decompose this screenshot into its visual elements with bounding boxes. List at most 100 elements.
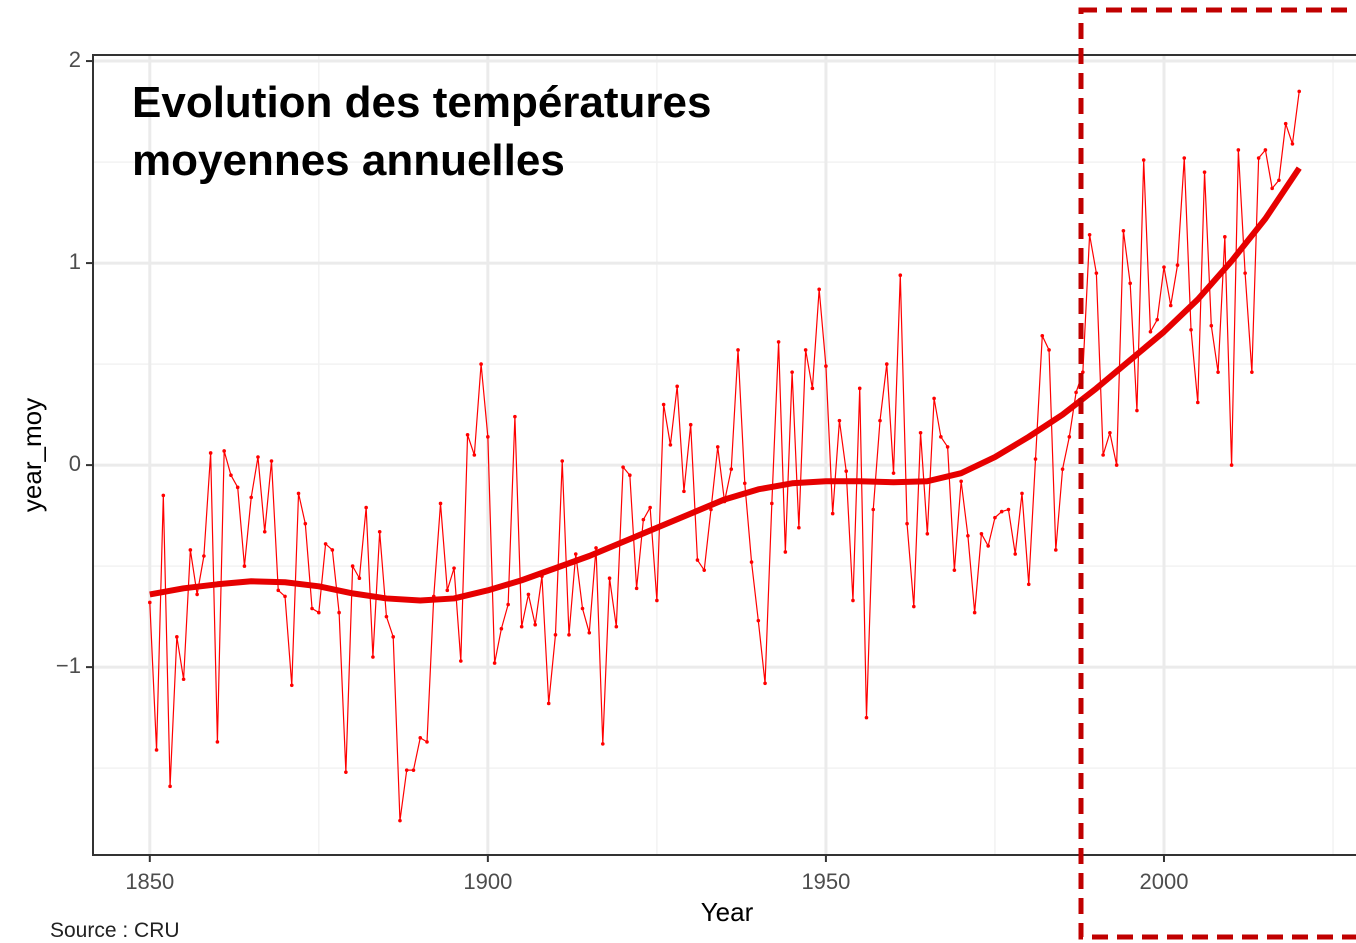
data-point [1182,156,1187,160]
data-point [1290,142,1295,146]
data-point [1236,148,1241,152]
data-point [884,362,889,366]
data-point [776,340,781,344]
data-point [276,588,281,593]
data-point [1074,390,1078,395]
data-point [269,459,274,463]
data-point [621,465,625,469]
data-point [817,287,821,292]
data-point [715,445,720,449]
data-point [479,362,483,366]
data-point [573,552,578,556]
data-point [303,521,308,526]
y-tick-label: −1 [56,653,81,678]
data-point [648,505,652,510]
marks [147,89,1302,823]
data-point [972,610,977,615]
data-point [310,606,314,611]
data-point [790,370,794,374]
data-point [188,548,193,552]
data-point [844,469,849,473]
data-point [952,568,957,572]
data-point [810,386,815,391]
data-point [1189,327,1193,332]
data-point [1168,303,1173,308]
data-point [560,459,565,463]
data-point [824,364,828,368]
data-point [1128,281,1132,286]
data-point [1256,156,1261,160]
data-point [1283,121,1288,126]
data-point [641,517,646,522]
data-point [607,576,612,581]
data-point [296,491,301,496]
data-point [742,481,747,486]
data-point [459,659,463,663]
data-point [891,471,896,475]
data-point [655,598,659,603]
data-point [1263,148,1268,152]
data-point [594,546,598,550]
data-point [229,473,233,478]
data-point [486,435,490,439]
data-point [979,531,984,536]
data-point [147,600,152,605]
data-point [702,568,707,572]
data-point [208,451,213,455]
x-tick-label: 1850 [125,869,174,894]
data-point [161,493,166,498]
data-point [661,402,666,407]
y-tick-label: 1 [69,249,81,274]
data-point [939,435,943,439]
data-point [1155,317,1160,322]
data-point [438,501,443,506]
data-point [1297,89,1302,94]
data-point [959,479,963,484]
source-note: Source : CRU [50,919,180,942]
data-point [445,588,450,593]
data-point [830,511,835,516]
data-point [1216,370,1220,374]
data-point [350,564,355,568]
data-point [898,273,903,278]
data-point [1135,408,1139,413]
x-tick-label: 1900 [463,869,512,894]
data-point [1202,170,1207,174]
data-point [1121,228,1126,233]
data-point [499,626,504,631]
data-point [553,632,558,637]
data-point [567,632,571,637]
data-point [918,430,923,435]
data-point [905,521,909,526]
data-point [384,614,389,619]
data-point [283,594,287,599]
data-point [323,542,328,546]
data-point [377,529,382,534]
data-point [966,534,970,538]
y-tick-label: 0 [69,451,81,476]
data-point [195,592,199,597]
data-point [1060,467,1065,471]
data-point [1223,235,1227,239]
data-point [222,449,226,453]
data-point [614,624,619,629]
data-point [628,473,632,478]
data-point [580,606,585,611]
data-point [262,529,267,534]
data-point [1013,552,1018,556]
data-point [770,501,774,506]
data-point [1094,271,1099,275]
data-point [1054,548,1058,552]
data-point [945,445,950,449]
x-axis-label: Year [701,897,754,927]
data-point [472,453,477,457]
data-point [925,531,930,536]
data-point [1141,158,1146,162]
data-point [756,618,761,623]
x-tick-label: 1950 [801,869,850,894]
data-point [371,655,375,659]
data-point [330,548,335,552]
data-point [668,443,673,447]
